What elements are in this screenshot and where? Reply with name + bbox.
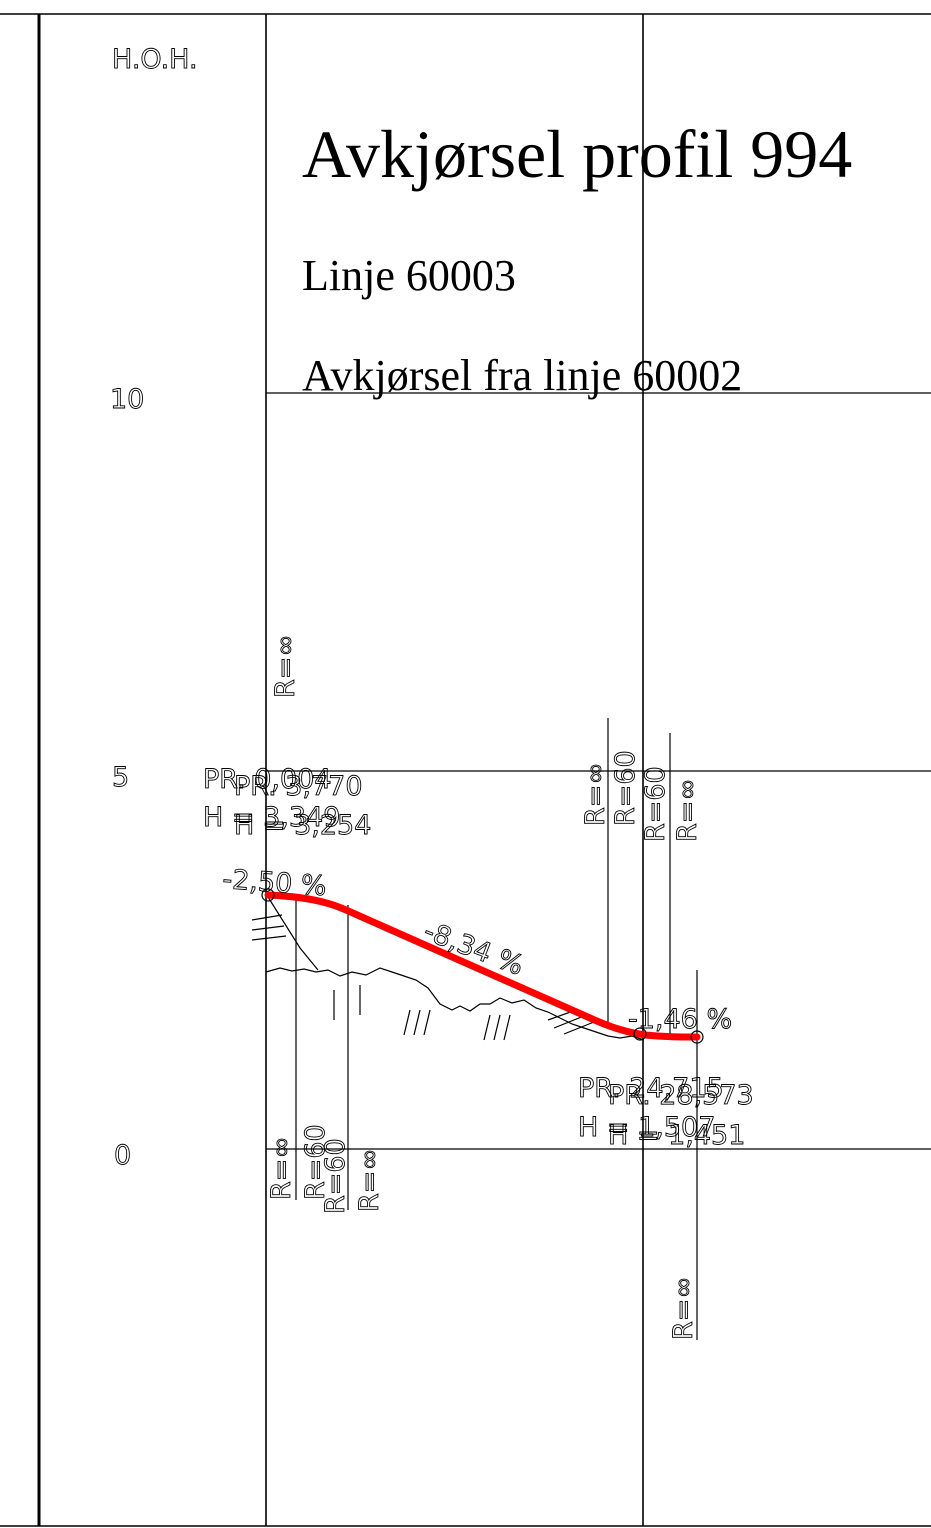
pr-end-b: PR. 28,573	[608, 1080, 754, 1111]
h-start-b: H = 3,254	[234, 810, 371, 841]
grade-3: -1,46 %	[628, 1004, 732, 1035]
radius-top-1: R=∞	[580, 762, 611, 826]
from-line-label: Avkjørsel fra linje 60002	[302, 351, 742, 400]
pr-start-a: PR. 0,004	[203, 764, 332, 795]
start-point-marker	[261, 888, 275, 902]
h-start-a: H = 3,349	[203, 802, 340, 833]
radius-end-low: R=∞	[668, 1276, 699, 1340]
drawing-frame	[0, 13, 931, 1527]
radius-top-4: R=∞	[672, 778, 703, 842]
grade-2: -8,34 %	[419, 916, 527, 982]
axis-tick-5: 5	[112, 762, 129, 793]
terrain-hatching	[251, 914, 595, 1041]
radius-bottom-4: R=∞	[354, 1148, 385, 1212]
radius-top-3: R=60	[640, 766, 671, 842]
pr-start-b: PR. 3,770	[234, 771, 363, 802]
radius-bottom-2: R=60	[300, 1124, 331, 1200]
axis-tick-10: 10	[110, 384, 144, 415]
pr-end-a: PR. 24,715	[578, 1073, 724, 1104]
radius-bottom-1: R=∞	[266, 1136, 297, 1200]
radius-top-2: R=60	[610, 750, 641, 826]
axis-label: H.O.H.	[112, 44, 198, 75]
radius-start-top: R=∞	[270, 634, 301, 698]
curve-markers	[295, 718, 698, 1340]
line-label: Linje 60003	[302, 251, 516, 300]
h-end-b: H = 1,451	[608, 1120, 745, 1151]
h-end-a: H = 1,507	[578, 1112, 715, 1143]
grade-1: -2,50 %	[222, 864, 328, 902]
embankment-slope	[267, 896, 319, 971]
design-profile-line	[264, 891, 701, 1041]
elevation-grid	[266, 392, 931, 1150]
drawing-title: Avkjørsel profil 994	[302, 116, 852, 192]
axis-tick-0: 0	[114, 1140, 131, 1171]
radius-bottom-3: R=60	[320, 1138, 351, 1214]
mid-point-marker	[633, 1027, 647, 1041]
terrain-line	[265, 967, 645, 1041]
end-point-marker	[690, 1030, 704, 1044]
